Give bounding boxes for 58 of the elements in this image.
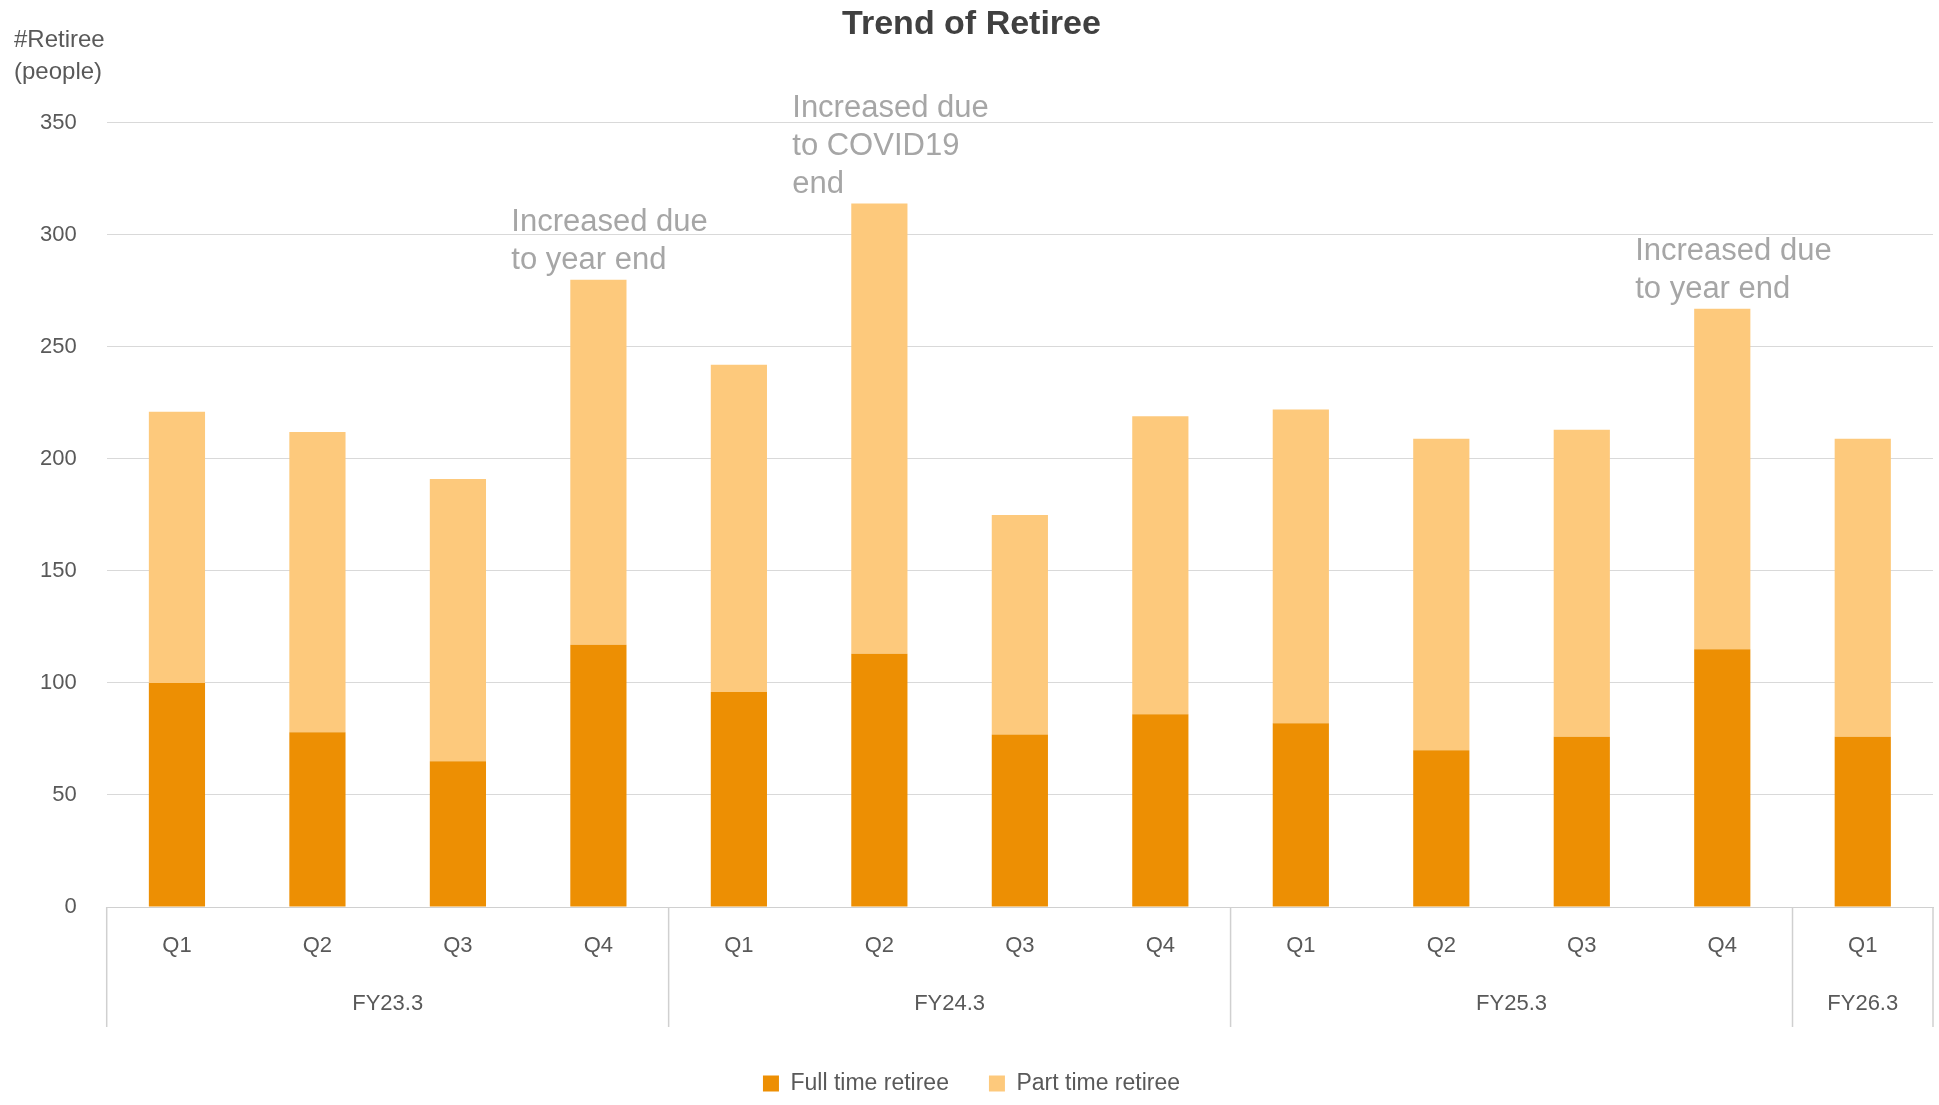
x-tick-label: Q3 xyxy=(1567,932,1597,958)
x-tick-label: Q4 xyxy=(583,932,614,958)
bar xyxy=(1413,438,1470,751)
bar xyxy=(1272,409,1329,724)
annotation: Increased due to year end xyxy=(1635,231,1832,305)
bar xyxy=(570,279,627,645)
bar xyxy=(991,734,1048,907)
annotation: Increased due to COVID19 end xyxy=(792,88,989,200)
text: FY23.3 xyxy=(352,990,424,1016)
y-tick-label: 50 xyxy=(52,781,77,807)
chart-title: Trend of Retiree xyxy=(842,2,1101,41)
x-tick-label: Q3 xyxy=(443,932,473,958)
x-tick-label: Q2 xyxy=(302,932,333,958)
x-tick-label: Q1 xyxy=(162,932,192,958)
y-tick-label: 350 xyxy=(39,108,77,134)
x-tick-label: Q1 xyxy=(1848,932,1878,958)
annotation: Increased due to year end xyxy=(511,202,708,276)
bar xyxy=(1834,736,1891,907)
bar xyxy=(429,761,487,907)
bar xyxy=(148,682,206,907)
bar xyxy=(289,432,346,733)
y-tick-label: 0 xyxy=(64,893,77,919)
text: FY26.3 xyxy=(1827,990,1899,1016)
bar xyxy=(710,691,767,907)
x-tick-label: Q1 xyxy=(1286,932,1316,958)
bar xyxy=(1272,723,1329,907)
bar xyxy=(429,479,487,762)
bar xyxy=(991,514,1048,735)
text: FY25.3 xyxy=(1476,990,1548,1016)
x-tick-label: Q4 xyxy=(1145,932,1176,958)
y-tick-label: 300 xyxy=(39,220,77,246)
bar xyxy=(1553,429,1610,737)
bar xyxy=(1694,308,1751,650)
bar xyxy=(570,644,627,907)
x-tick-label: Q3 xyxy=(1005,932,1035,958)
y-tick-label: 100 xyxy=(39,669,77,695)
y-axis-title: #Retiree (people) xyxy=(14,24,105,84)
legend-label: Part time retiree xyxy=(1016,1068,1181,1095)
bar xyxy=(1834,438,1891,737)
bar xyxy=(1694,649,1751,907)
x-tick-label: Q2 xyxy=(1426,932,1456,958)
bar xyxy=(289,732,346,907)
y-tick-label: 200 xyxy=(39,444,77,470)
bar xyxy=(1553,736,1610,907)
bar xyxy=(1132,714,1189,907)
bar xyxy=(148,411,206,683)
bar xyxy=(1132,416,1189,715)
bar xyxy=(851,653,908,907)
x-tick-label: Q1 xyxy=(724,932,754,958)
x-tick-label: Q2 xyxy=(864,932,895,958)
x-tick-label: Q4 xyxy=(1707,932,1737,958)
y-tick-label: 250 xyxy=(39,332,77,358)
bar xyxy=(710,364,767,692)
bar xyxy=(851,203,908,654)
y-tick-label: 150 xyxy=(39,556,77,582)
text: FY24.3 xyxy=(914,990,986,1016)
bar xyxy=(1413,750,1470,907)
legend-label: Full time retiree xyxy=(790,1068,949,1095)
